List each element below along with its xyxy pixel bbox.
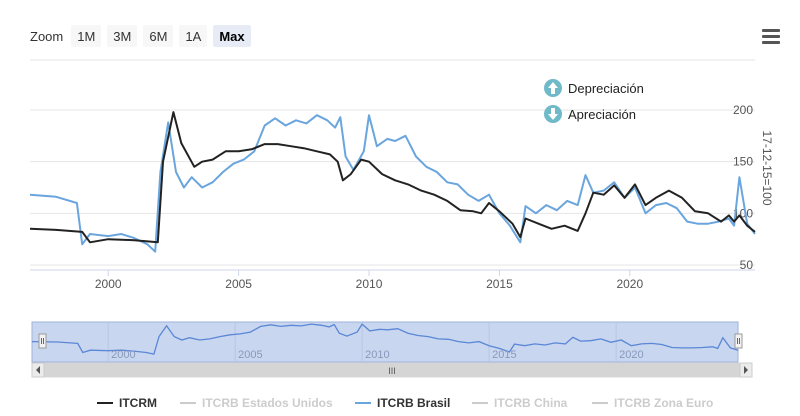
legend-label-itcrb-china: ITCRB China [494,396,568,410]
zoom-label: Zoom [30,28,64,44]
depreciation-annotation: Depreciación [544,79,644,97]
navigator-tick-label: 2010 [365,349,389,361]
x-tick-label: 2005 [225,277,252,291]
series-lines [29,111,756,253]
x-tick-label: 2010 [356,277,383,291]
navigator-left-handle[interactable] [38,333,47,349]
x-axis: 2000 2005 2010 2015 2020 [30,269,755,291]
navigator-series [31,323,739,355]
scroll-left-button[interactable] [31,362,45,378]
navigator-series-line [31,323,739,355]
grid-lines [30,59,755,266]
y-tick-label: 150 [733,155,753,169]
legend-swatch-itcrm [97,402,113,404]
arrow-down-glyph [548,108,558,120]
appreciation-label: Apreciación [568,107,636,122]
zoom-1m-button[interactable]: 1M [71,25,102,47]
legend-label-itcrb-brasil: ITCRB Brasil [377,396,451,410]
x-tick-label: 2020 [616,277,643,291]
scrollbar[interactable]: III [31,362,753,378]
series-line-itcrb-brasil [29,114,756,253]
navigator-grid [107,322,617,362]
arrow-up-glyph [548,82,558,94]
zoom-max-button[interactable]: Max [213,25,251,47]
navigator[interactable]: 2000 2005 2010 2015 2020 [31,321,743,363]
navigator-tick-label: 2020 [619,349,643,361]
legend-item-itcrb-china[interactable]: ITCRB China [472,394,567,412]
scrollbar-grip: III [388,366,396,376]
scroll-right-icon [744,366,748,374]
navigator-tick-label: 2015 [492,349,516,361]
zoom-6m-button[interactable]: 6M [143,25,174,47]
y-tick-label: 200 [733,103,753,117]
series-line-itcrm [29,111,756,244]
navigator-tick-label: 2005 [238,349,262,361]
navigator-tick-label: 2000 [111,349,135,361]
legend-swatch-itcrb-zona-euro [592,402,608,404]
zoom-1a-button[interactable]: 1A [179,25,208,47]
legend-item-itcrm[interactable]: ITCRM [97,394,157,412]
y-axis-label: 17-12-15=100 [760,130,774,205]
legend-item-itcrb-zona-euro[interactable]: ITCRB Zona Euro [592,394,713,412]
navigator-labels: 2000 2005 2010 2015 2020 [111,349,643,361]
appreciation-annotation: Apreciación [544,105,636,123]
legend: ITCRM ITCRB Estados Unidos ITCRB Brasil … [0,394,800,412]
legend-label-itcrb-estados-unidos: ITCRB Estados Unidos [202,396,333,410]
x-tick-label: 2000 [95,277,122,291]
legend-label-itcrb-zona-euro: ITCRB Zona Euro [614,396,714,410]
hamburger-menu-icon[interactable] [762,29,780,45]
y-tick-label: 50 [740,258,754,272]
legend-swatch-itcrb-china [472,402,488,404]
zoom-3m-button[interactable]: 3M [107,25,138,47]
x-tick-label: 2015 [486,277,513,291]
legend-item-itcrb-brasil[interactable]: ITCRB Brasil [355,394,450,412]
scrollbar-thumb[interactable] [44,363,740,377]
navigator-right-handle[interactable] [734,333,743,349]
scroll-left-icon [36,366,40,374]
scroll-right-button[interactable] [739,362,753,378]
legend-swatch-itcrb-estados-unidos [180,402,196,404]
depreciation-label: Depreciación [568,81,644,96]
legend-swatch-itcrb-brasil [355,402,371,404]
legend-item-itcrb-estados-unidos[interactable]: ITCRB Estados Unidos [180,394,333,412]
legend-label-itcrm: ITCRM [119,396,157,410]
zoom-bar: Zoom 1M 3M 6M 1A Max [30,25,257,47]
